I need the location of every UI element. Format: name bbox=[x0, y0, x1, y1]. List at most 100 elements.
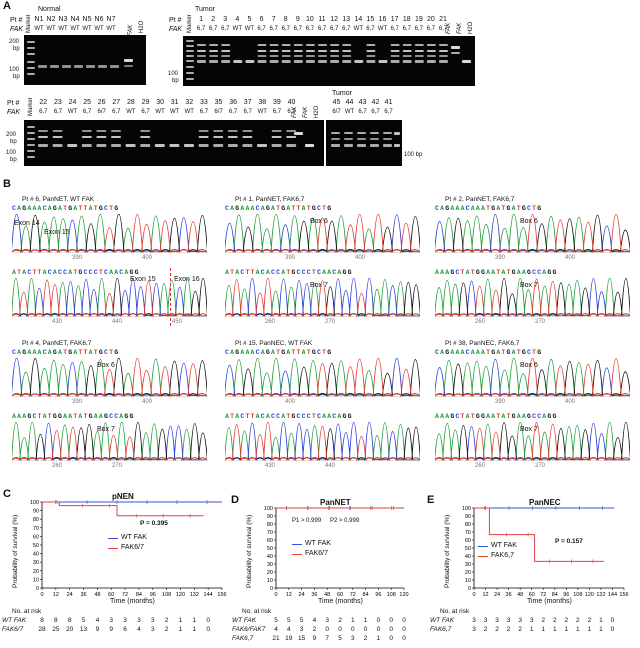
risk-count: 2 bbox=[541, 617, 546, 624]
lane-number: 31 bbox=[170, 99, 179, 106]
lane-genotype: 6,7 bbox=[366, 26, 375, 32]
base-letter: C bbox=[119, 269, 125, 276]
y-tick-label: 40 bbox=[465, 554, 471, 560]
base-letter: A bbox=[491, 413, 497, 420]
base-letter: A bbox=[337, 413, 343, 420]
gel-band bbox=[81, 136, 92, 138]
x-tick-label: 108 bbox=[387, 592, 396, 598]
lane-genotype: 6,7 bbox=[293, 26, 303, 32]
risk-count: 2 bbox=[338, 617, 342, 624]
lane-number: 45 bbox=[332, 99, 341, 106]
base-letter: A bbox=[327, 413, 333, 420]
box-label: Box 7 bbox=[310, 282, 328, 289]
sequence-title: Pt # 2, PanNET, FAK6,7 bbox=[445, 196, 515, 203]
risk-count: 0 bbox=[325, 626, 329, 633]
base-letter: C bbox=[47, 269, 53, 276]
x-tick-label: 144 bbox=[608, 592, 617, 598]
lane-number: 43 bbox=[358, 99, 367, 106]
base-letter: T bbox=[516, 205, 522, 212]
gel-band bbox=[227, 130, 238, 132]
risk-count: 6 bbox=[123, 626, 127, 633]
y-tick-label: 70 bbox=[267, 530, 273, 536]
trace-line bbox=[12, 278, 207, 317]
risk-count: 4 bbox=[312, 617, 317, 624]
base-letter: T bbox=[501, 349, 507, 356]
gel-band bbox=[186, 78, 194, 80]
gel-band bbox=[213, 130, 224, 132]
lane-genotype: 6,7 bbox=[305, 26, 315, 32]
box-label: Box 6 bbox=[520, 362, 538, 369]
base-letter: C bbox=[42, 349, 48, 356]
panel-e-letter: E bbox=[427, 494, 435, 506]
y-tick-label: 30 bbox=[267, 562, 273, 568]
risk-count: 1 bbox=[599, 626, 603, 633]
base-letter: C bbox=[255, 349, 261, 356]
x-tick-label: 36 bbox=[80, 592, 86, 598]
x-tick-label: 96 bbox=[563, 592, 569, 598]
trace-tick: 400 bbox=[355, 255, 366, 261]
gel1-lane-labels: N1 WT N2 WT N3 WT N4 WT N5 WT N6 WT N7 WT bbox=[33, 16, 123, 34]
lane-number: 39 bbox=[272, 99, 281, 106]
x-tick-label: 72 bbox=[350, 592, 356, 598]
sequence-top: CAGAAACAGATGATTATGCTG bbox=[12, 205, 119, 212]
gel1-ladder-bp2: bp bbox=[13, 74, 20, 80]
risk-count: 9 bbox=[109, 626, 114, 633]
gel-band bbox=[342, 60, 352, 63]
risk-count: 0 bbox=[402, 617, 406, 624]
gel-band bbox=[271, 136, 282, 138]
gel-band bbox=[342, 44, 352, 46]
risk-count: 2 bbox=[552, 617, 557, 624]
base-letter: T bbox=[296, 205, 302, 212]
p-value: P1 > 0.999 bbox=[292, 518, 322, 524]
lane-genotype: 6/7 bbox=[214, 109, 223, 115]
gel-band bbox=[86, 65, 95, 68]
lane-genotype: 6,7 bbox=[414, 26, 424, 32]
legend-swatch bbox=[478, 546, 488, 547]
base-letter: T bbox=[73, 413, 79, 420]
base-letter: G bbox=[521, 205, 527, 212]
km-plot: 0 10 20 30 40 50 60 70 80 90 100 0 12 24 36 48 60 72 84 96 1… bbox=[462, 506, 629, 598]
y-tick-label: 30 bbox=[33, 560, 39, 566]
box-label: Box 6 bbox=[310, 218, 328, 225]
base-letter: A bbox=[17, 349, 23, 356]
gel2-ladder-100: 100 bbox=[168, 71, 179, 77]
base-letter: A bbox=[235, 269, 241, 276]
lane-genotype: 6,7 bbox=[82, 109, 92, 115]
gel-band bbox=[52, 130, 63, 132]
base-letter: T bbox=[37, 269, 43, 276]
risk-count: 28 bbox=[38, 626, 46, 633]
lane-number: 14 bbox=[354, 16, 363, 23]
chromatogram-trace bbox=[225, 214, 420, 253]
base-letter: T bbox=[276, 205, 282, 212]
gel-band bbox=[370, 132, 379, 134]
risk-header: No. at risk bbox=[12, 608, 42, 615]
base-letter: T bbox=[83, 349, 89, 356]
gel-band bbox=[154, 144, 165, 147]
x-tick-label: 24 bbox=[67, 592, 73, 598]
lane-number: 22 bbox=[39, 99, 48, 106]
gel-band bbox=[366, 55, 376, 57]
y-tick-label: 20 bbox=[33, 569, 39, 575]
gel-band bbox=[242, 130, 253, 132]
lane-genotype: WT bbox=[106, 26, 116, 32]
lane-genotype: 6,7 bbox=[281, 26, 290, 32]
base-letter: A bbox=[496, 349, 502, 356]
trace-tick: 430 bbox=[52, 319, 63, 325]
gel-band bbox=[269, 50, 279, 52]
lane-number: 37 bbox=[243, 99, 252, 106]
base-letter: C bbox=[316, 269, 323, 276]
gel-band bbox=[293, 50, 303, 52]
base-letter: A bbox=[281, 269, 287, 276]
risk-count: 0 bbox=[389, 626, 393, 633]
risk-row-label: FAK6,7 bbox=[430, 626, 452, 633]
lane-genotype: WT bbox=[257, 109, 267, 115]
base-letter: G bbox=[57, 413, 64, 420]
gel-band bbox=[330, 50, 340, 52]
gel-band bbox=[357, 144, 366, 147]
gel-band bbox=[67, 144, 78, 147]
lane-genotype: 6,7 bbox=[199, 109, 209, 115]
sequence-title: Pt # 4, PanNET, FAK6,7 bbox=[22, 340, 92, 347]
base-letter: A bbox=[460, 205, 466, 212]
base-letter: G bbox=[552, 413, 558, 420]
gel-band bbox=[342, 50, 352, 52]
